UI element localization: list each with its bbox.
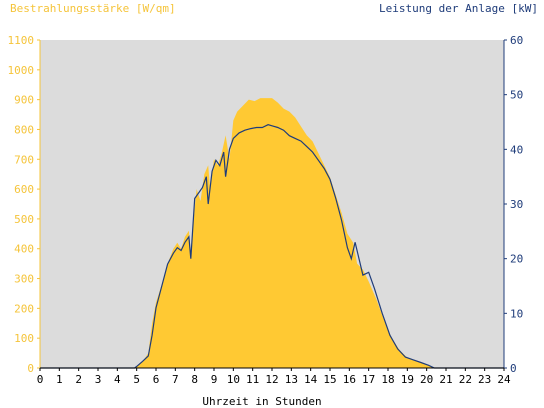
left-axis-title: Bestrahlungsstärke [W/qm] <box>10 2 176 15</box>
left-tick-label: 1100 <box>8 34 35 47</box>
x-tick-label: 17 <box>362 373 375 386</box>
right-tick-label: 60 <box>510 34 523 47</box>
x-tick-label: 11 <box>246 373 259 386</box>
x-tick-label: 7 <box>172 373 179 386</box>
power-line-layer <box>40 124 504 369</box>
x-tick-label: 24 <box>497 373 511 386</box>
right-tick-label: 40 <box>510 143 523 156</box>
x-tick-label: 15 <box>323 373 336 386</box>
x-tick-label: 21 <box>439 373 452 386</box>
left-tick-label: 300 <box>14 273 34 286</box>
x-tick-label: 12 <box>265 373 278 386</box>
x-tick-label: 0 <box>37 373 44 386</box>
left-tick-label: 900 <box>14 94 34 107</box>
irradiance-area-layer <box>40 98 504 368</box>
x-tick-label: 14 <box>304 373 318 386</box>
x-tick-label: 9 <box>211 373 218 386</box>
right-axis-title: Leistung der Anlage [kW] <box>379 2 538 15</box>
left-tick-label: 0 <box>27 362 34 375</box>
x-axis-title: Uhrzeit in Stunden <box>202 395 321 408</box>
x-tick-label: 8 <box>191 373 198 386</box>
left-axis: 0 100 200 300 400 500 600 700 800 900 1000 1100 <box>8 34 41 375</box>
x-tick-label: 18 <box>381 373 394 386</box>
x-axis: 0 1 2 3 4 5 6 7 8 9 10 11 12 13 14 15 16 17 18 19 20 21 22 23 24 <box>37 367 511 386</box>
right-tick-label: 30 <box>510 198 523 211</box>
power-line <box>40 124 504 369</box>
x-tick-label: 20 <box>420 373 433 386</box>
right-tick-label: 0 <box>510 362 517 375</box>
left-tick-label: 700 <box>14 153 34 166</box>
x-tick-label: 4 <box>114 373 121 386</box>
x-tick-label: 10 <box>227 373 240 386</box>
x-tick-label: 23 <box>478 373 491 386</box>
x-tick-label: 2 <box>75 373 82 386</box>
left-tick-label: 500 <box>14 213 34 226</box>
x-tick-label: 1 <box>56 373 63 386</box>
x-tick-label: 19 <box>401 373 414 386</box>
x-tick-label: 6 <box>153 373 160 386</box>
irradiance-area <box>40 98 504 368</box>
left-tick-label: 400 <box>14 243 34 256</box>
left-tick-label: 800 <box>14 123 34 136</box>
left-tick-label: 600 <box>14 183 34 196</box>
right-tick-label: 10 <box>510 307 523 320</box>
left-tick-label: 100 <box>14 332 34 345</box>
left-tick-label: 1000 <box>8 64 35 77</box>
x-tick-label: 22 <box>459 373 472 386</box>
right-tick-label: 50 <box>510 89 523 102</box>
x-tick-label: 3 <box>95 373 102 386</box>
x-tick-label: 5 <box>133 373 140 386</box>
x-tick-label: 13 <box>285 373 298 386</box>
left-tick-label: 200 <box>14 302 34 315</box>
right-axis: 0 10 20 30 40 50 60 <box>503 34 523 375</box>
right-tick-label: 20 <box>510 253 523 266</box>
x-tick-label: 16 <box>343 373 356 386</box>
